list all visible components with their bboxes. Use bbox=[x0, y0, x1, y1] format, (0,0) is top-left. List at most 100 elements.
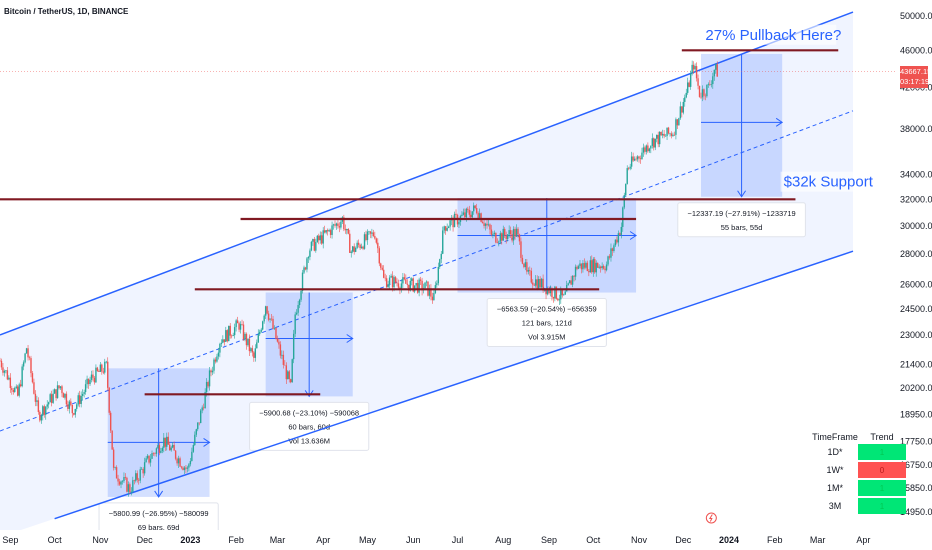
candle bbox=[52, 389, 54, 405]
candle bbox=[356, 240, 358, 250]
candle bbox=[117, 474, 119, 486]
candle-body bbox=[132, 480, 134, 492]
candle bbox=[136, 470, 138, 483]
candle bbox=[461, 211, 463, 217]
candle-body bbox=[261, 321, 264, 330]
candle bbox=[142, 467, 144, 478]
candle-body bbox=[663, 133, 665, 137]
candle-body bbox=[309, 250, 311, 257]
candle bbox=[251, 345, 254, 357]
candle bbox=[656, 134, 658, 143]
candle-body bbox=[400, 283, 403, 290]
candle-body bbox=[121, 481, 124, 482]
candle bbox=[660, 131, 662, 136]
candle-body bbox=[58, 385, 60, 389]
candle-body bbox=[279, 344, 282, 356]
candle-body bbox=[475, 208, 478, 214]
candle bbox=[260, 327, 262, 334]
candle bbox=[151, 450, 153, 460]
candle bbox=[354, 246, 357, 253]
candle bbox=[335, 222, 338, 230]
candle bbox=[532, 279, 534, 289]
candle-body bbox=[270, 318, 273, 320]
candle bbox=[381, 265, 383, 271]
candle-body bbox=[636, 156, 639, 160]
candle-body bbox=[343, 217, 345, 230]
candle-body bbox=[133, 480, 135, 481]
candle-body bbox=[496, 242, 499, 244]
candle-body bbox=[495, 232, 497, 243]
candle-body bbox=[247, 338, 249, 346]
measure-label-text: −5800.99 (−26.95%) −580099 bbox=[109, 509, 209, 518]
candle bbox=[64, 393, 66, 400]
candle-body bbox=[232, 335, 234, 336]
candle bbox=[256, 339, 258, 349]
candle-body bbox=[601, 265, 603, 269]
measure-label-text: 55 bars, 55d bbox=[721, 223, 763, 232]
candle bbox=[197, 422, 199, 432]
candle-body bbox=[301, 272, 304, 291]
candle-body bbox=[5, 370, 7, 371]
measure-label-text: −12337.19 (−27.91%) −1233719 bbox=[687, 209, 795, 218]
measure-arrowhead bbox=[346, 334, 354, 343]
candle bbox=[303, 265, 305, 275]
candle-body bbox=[619, 233, 621, 235]
candle bbox=[707, 82, 710, 88]
candle bbox=[248, 334, 251, 356]
candle bbox=[65, 391, 68, 407]
candle bbox=[353, 243, 355, 255]
candle bbox=[198, 422, 200, 426]
candle bbox=[241, 319, 243, 326]
candle bbox=[129, 482, 131, 494]
candle bbox=[18, 382, 20, 398]
candle-body bbox=[170, 447, 172, 451]
candle-body bbox=[483, 223, 485, 226]
candle-body bbox=[418, 279, 420, 293]
candle-body bbox=[18, 384, 20, 396]
candle-body bbox=[228, 325, 230, 342]
candle-body bbox=[695, 66, 698, 79]
candle bbox=[98, 369, 100, 372]
candle bbox=[146, 453, 149, 460]
candle-body bbox=[564, 291, 566, 295]
candle bbox=[80, 391, 82, 408]
candle-body bbox=[260, 329, 262, 332]
candle-body bbox=[204, 392, 206, 409]
candle bbox=[638, 155, 640, 163]
candle-body bbox=[179, 458, 181, 467]
candle bbox=[695, 62, 698, 82]
candle-body bbox=[114, 467, 116, 468]
candle bbox=[688, 80, 690, 88]
candle-body bbox=[241, 324, 243, 325]
candle-body bbox=[461, 214, 463, 216]
candle bbox=[704, 93, 707, 101]
candle-body bbox=[377, 242, 379, 249]
candle-body bbox=[43, 406, 45, 415]
candle bbox=[347, 228, 349, 235]
candle bbox=[309, 248, 311, 261]
candle-body bbox=[397, 283, 400, 288]
candle-body bbox=[337, 223, 339, 227]
candle-body bbox=[431, 296, 434, 301]
candle-body bbox=[437, 266, 440, 284]
candle bbox=[582, 259, 584, 273]
candle-body bbox=[78, 395, 81, 404]
candle bbox=[654, 138, 656, 151]
candle-body bbox=[487, 224, 490, 226]
candle-body bbox=[706, 84, 708, 97]
candle-body bbox=[546, 288, 549, 295]
candle bbox=[614, 239, 617, 248]
candle bbox=[287, 370, 289, 380]
annotation-bg bbox=[780, 171, 872, 192]
candle bbox=[58, 385, 60, 390]
candle-body bbox=[574, 266, 577, 277]
candle bbox=[346, 228, 348, 235]
candle bbox=[204, 388, 206, 409]
candle-body bbox=[551, 288, 553, 298]
candle-body bbox=[328, 230, 330, 232]
candle bbox=[102, 367, 105, 375]
candle bbox=[380, 262, 382, 271]
candle bbox=[28, 355, 31, 361]
candle-body bbox=[692, 64, 695, 70]
